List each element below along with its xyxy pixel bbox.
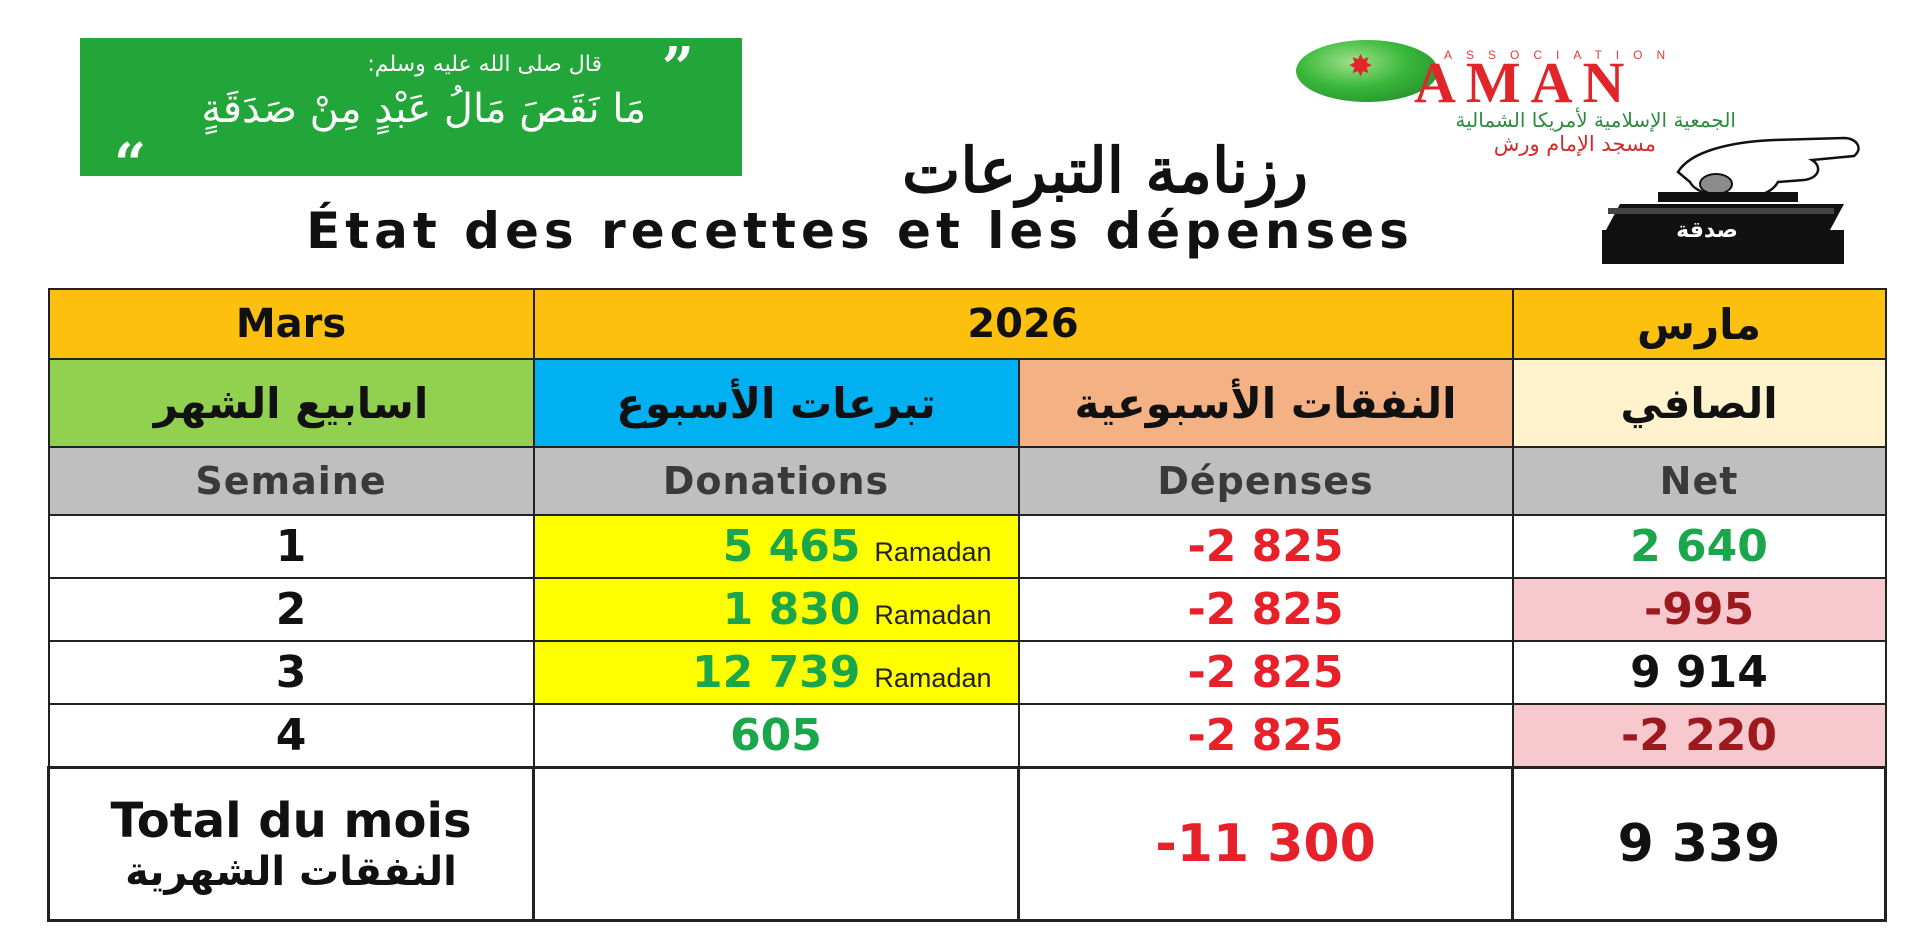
logo-name: AMAN	[1414, 50, 1635, 115]
open-quote-icon: ”	[661, 35, 694, 101]
total-donations	[532, 766, 1020, 922]
hadith-quote-banner: ” قال صلى الله عليه وسلم: مَا نَقَصَ مَا…	[80, 35, 742, 192]
donation-amount: 12 739	[692, 647, 861, 698]
logo-star-icon: ✸	[1348, 49, 1374, 84]
month-row: Mars 2026 مارس	[47, 288, 1887, 360]
quote-intro: قال صلى الله عليه وسلم:	[367, 52, 602, 77]
donation-cell: 605	[532, 703, 1020, 769]
expense-amount: -2 825	[1017, 640, 1514, 705]
net-amount: 2 640	[1511, 514, 1887, 579]
header-donations: Donations	[532, 446, 1020, 516]
total-label-arabic: النفقات الشهرية	[125, 849, 457, 895]
header-net: Net	[1511, 446, 1887, 516]
header-weeks-arabic: اسابيع الشهر	[47, 358, 535, 448]
donation-box-icon: صدقة	[1598, 134, 1874, 266]
aman-logo: ✸ ASSOCIATION AMAN الجمعية الإسلامية لأم…	[1296, 28, 1756, 158]
week-number: 2	[47, 577, 535, 642]
expense-amount: -2 825	[1017, 514, 1514, 579]
week-number: 1	[47, 514, 535, 579]
donation-cell: 5 465 Ramadan	[532, 514, 1020, 579]
total-expenses: -11 300	[1016, 766, 1515, 922]
total-row: Total du mois النفقات الشهرية -11 300 9 …	[47, 766, 1888, 922]
close-quote-icon: “	[114, 131, 147, 197]
header-donations-arabic: تبرعات الأسبوع	[532, 358, 1020, 448]
logo-association-text: ASSOCIATION	[1444, 48, 1680, 62]
ramadan-tag: Ramadan	[874, 537, 992, 567]
header-expenses-arabic: النفقات الأسبوعية	[1017, 358, 1514, 448]
month-french: Mars	[47, 288, 535, 360]
week-number: 3	[47, 640, 535, 705]
net-amount: -995	[1511, 577, 1887, 642]
month-arabic: مارس	[1511, 288, 1887, 360]
header-net-arabic: الصافي	[1511, 358, 1887, 448]
donation-amount: 5 465	[722, 521, 861, 572]
week-number: 4	[47, 703, 535, 769]
header-expenses: Dépenses	[1017, 446, 1514, 516]
total-label: Total du mois النفقات الشهرية	[47, 766, 535, 922]
donation-box-label: صدقة	[1676, 218, 1738, 243]
ramadan-tag: Ramadan	[874, 600, 992, 630]
net-amount: -2 220	[1511, 703, 1887, 769]
total-label-french: Total du mois	[110, 793, 472, 849]
quote-text: مَا نَقَصَ مَالُ عَبْدٍ مِنْ صَدَقَةٍ	[201, 86, 646, 132]
logo-org-arabic: الجمعية الإسلامية لأمريكا الشمالية	[1455, 108, 1736, 132]
table-row: 1 5 465 Ramadan -2 825 2 640	[47, 514, 1887, 579]
table-row: 4 605 -2 825 -2 220	[47, 703, 1887, 769]
logo-globe-icon: ✸	[1296, 40, 1438, 102]
expense-amount: -2 825	[1017, 703, 1514, 769]
expense-amount: -2 825	[1017, 577, 1514, 642]
donation-cell: 1 830 Ramadan	[532, 577, 1020, 642]
table-row: 2 1 830 Ramadan -2 825 -995	[47, 577, 1887, 642]
year: 2026	[532, 288, 1514, 360]
logo-mosque-arabic: مسجد الإمام ورش	[1493, 132, 1656, 156]
monthly-report-table: Mars 2026 مارس اسابيع الشهر تبرعات الأسب…	[47, 288, 1888, 922]
donation-cell: 12 739 Ramadan	[532, 640, 1020, 705]
table-row: 3 12 739 Ramadan -2 825 9 914	[47, 640, 1887, 705]
total-net: 9 339	[1511, 766, 1888, 922]
title-french: État des recettes et les dépenses	[306, 202, 1414, 260]
donation-amount: 605	[730, 710, 822, 761]
net-amount: 9 914	[1511, 640, 1887, 705]
ramadan-tag: Ramadan	[874, 663, 992, 693]
arabic-header-row: اسابيع الشهر تبرعات الأسبوع النفقات الأس…	[47, 358, 1887, 448]
donation-amount: 1 830	[722, 584, 861, 635]
title-arabic: رزنامة التبرعات	[901, 134, 1309, 207]
french-header-row: Semaine Donations Dépenses Net	[47, 446, 1887, 516]
header-week: Semaine	[47, 446, 535, 516]
